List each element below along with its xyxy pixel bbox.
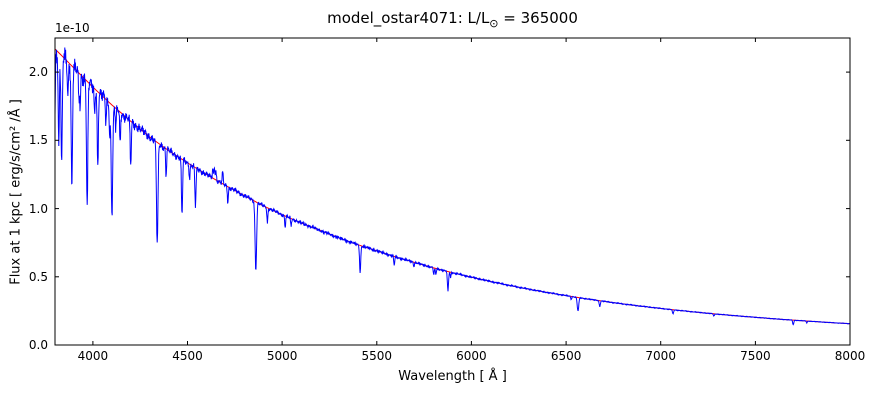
x-axis-label: Wavelength [ Å ]: [398, 369, 507, 384]
y-tick-label: 1.5: [28, 133, 48, 148]
chart-title: model_ostar4071: L/L⊙ = 365000: [55, 9, 850, 30]
x-tick-label: 6500: [550, 349, 582, 363]
y-tick-label: 1.0: [28, 201, 48, 216]
x-tick-label: 4500: [172, 349, 203, 363]
y-tick-label: 2.0: [28, 65, 48, 80]
chart-title-suffix: = 365000: [498, 9, 578, 27]
x-tick-label: 5500: [361, 349, 393, 363]
x-tick-label: 6000: [456, 349, 487, 363]
y-axis-offset-text: 1e-10: [55, 21, 90, 35]
continuum-line: [55, 48, 850, 325]
chart-title-prefix: model_ostar4071: L/L: [327, 9, 490, 27]
x-tick-label: 8000: [834, 349, 866, 363]
x-tick-label: 7500: [740, 349, 771, 363]
y-tick-label: 0.0: [28, 338, 48, 352]
x-tick-label: 5000: [266, 349, 298, 363]
x-tick-label: 7000: [645, 349, 676, 363]
axes-frame: [54, 37, 851, 346]
y-tick-label: 0.5: [28, 269, 48, 284]
spectrum-line: [55, 47, 850, 326]
x-tick-label: 4000: [77, 349, 109, 363]
sun-symbol: ⊙: [489, 17, 499, 30]
